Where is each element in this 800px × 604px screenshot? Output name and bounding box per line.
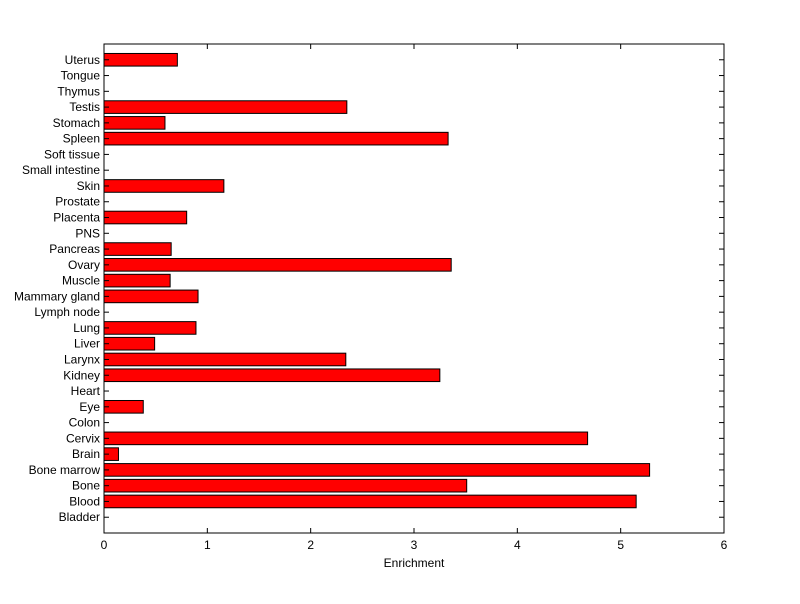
y-tick-label: Liver bbox=[74, 337, 100, 351]
y-tick-label: Prostate bbox=[55, 195, 100, 209]
y-tick-label: Pancreas bbox=[49, 242, 100, 256]
x-tick-label: 6 bbox=[721, 538, 728, 552]
y-tick-label: Uterus bbox=[65, 53, 100, 67]
y-tick-label: Larynx bbox=[64, 352, 100, 366]
y-tick-label: Heart bbox=[71, 384, 101, 398]
y-tick-label: Skin bbox=[77, 179, 100, 193]
y-tick-label: Bone marrow bbox=[29, 463, 101, 477]
y-tick-label: Testis bbox=[69, 100, 100, 114]
bar-kidney bbox=[103, 368, 441, 383]
bar-eye bbox=[103, 399, 144, 414]
y-tick-label: Muscle bbox=[62, 274, 100, 288]
y-tick-label: Lymph node bbox=[34, 305, 100, 319]
bar-cervix bbox=[103, 431, 589, 446]
bar-placenta bbox=[103, 210, 188, 225]
bar-pancreas bbox=[103, 242, 172, 256]
bar-muscle bbox=[103, 273, 171, 288]
x-tick-label: 1 bbox=[204, 538, 211, 552]
y-tick-label: Ovary bbox=[68, 258, 100, 272]
y-tick-label: Bone bbox=[72, 479, 100, 493]
ticks-layer bbox=[103, 44, 725, 533]
x-tick-label: 3 bbox=[411, 538, 418, 552]
x-tick-label: 4 bbox=[514, 538, 521, 552]
bar-liver bbox=[103, 336, 156, 351]
y-tick-label: Kidney bbox=[63, 368, 100, 382]
y-tick-label: Bladder bbox=[59, 510, 100, 524]
x-tick-label: 5 bbox=[617, 538, 624, 552]
y-tick-label: Cervix bbox=[66, 431, 100, 445]
y-tick-label: PNS bbox=[75, 226, 100, 240]
y-tick-label: Small intestine bbox=[22, 163, 100, 177]
y-tick-label: Brain bbox=[72, 447, 100, 461]
bars-layer bbox=[103, 52, 651, 509]
bar-blood bbox=[103, 494, 637, 509]
y-tick-label: Blood bbox=[69, 494, 100, 508]
y-tick-label: Thymus bbox=[57, 84, 100, 98]
y-tick-label: Lung bbox=[73, 321, 100, 335]
bar-mammary-gland bbox=[103, 289, 199, 304]
bar-bone-marrow bbox=[103, 463, 651, 477]
y-tick-label: Spleen bbox=[63, 132, 100, 146]
bar-skin bbox=[103, 179, 225, 193]
y-tick-label: Tongue bbox=[61, 69, 101, 83]
bar-stomach bbox=[103, 116, 166, 130]
x-axis-label: Enrichment bbox=[384, 556, 445, 570]
bar-uterus bbox=[103, 52, 178, 67]
y-tick-label: Stomach bbox=[53, 116, 100, 130]
bar-ovary bbox=[103, 258, 452, 272]
x-tick-label: 0 bbox=[101, 538, 108, 552]
x-tick-label: 2 bbox=[307, 538, 314, 552]
y-tick-label: Eye bbox=[79, 400, 100, 414]
y-tick-label: Soft tissue bbox=[44, 147, 100, 161]
y-tick-label: Placenta bbox=[53, 211, 100, 225]
bar-bone bbox=[103, 478, 468, 493]
plot-frame bbox=[103, 43, 725, 534]
y-tick-label: Colon bbox=[69, 416, 100, 430]
bar-spleen bbox=[103, 131, 449, 146]
bar-lung bbox=[103, 321, 197, 335]
bar-larynx bbox=[103, 352, 347, 367]
y-tick-label: Mammary gland bbox=[14, 289, 100, 303]
bar-testis bbox=[103, 100, 348, 114]
